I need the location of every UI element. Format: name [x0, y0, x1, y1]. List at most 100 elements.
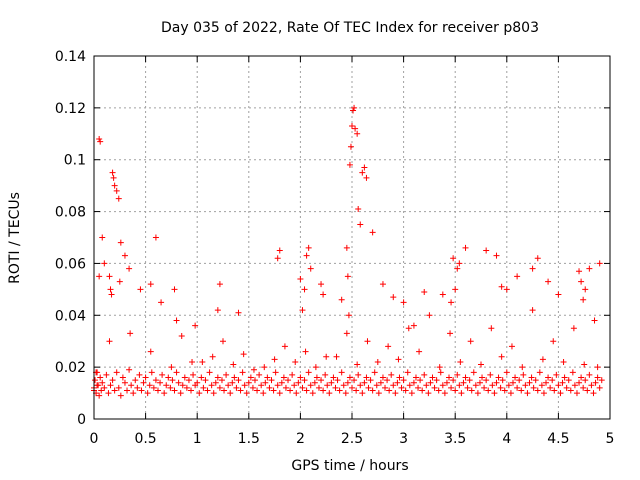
data-point — [311, 379, 318, 386]
x-tick-label: 2.5 — [341, 431, 363, 447]
data-point — [584, 387, 591, 394]
data-point — [388, 371, 395, 378]
data-point — [395, 356, 402, 363]
data-point — [375, 390, 382, 397]
data-point — [405, 325, 412, 332]
data-point — [309, 390, 316, 397]
data-point — [532, 377, 539, 384]
data-point — [363, 374, 370, 381]
data-point — [216, 384, 223, 391]
data-point — [109, 169, 116, 176]
data-point — [178, 333, 185, 340]
data-point — [377, 379, 384, 386]
data-point — [289, 371, 296, 378]
data-point — [416, 348, 423, 355]
data-point — [479, 374, 486, 381]
data-point — [115, 384, 122, 391]
data-point — [165, 374, 172, 381]
data-point — [460, 379, 467, 386]
data-point — [258, 382, 265, 389]
data-point — [439, 382, 446, 389]
data-point — [225, 382, 232, 389]
data-point — [274, 255, 281, 262]
y-tick-label: 0.06 — [55, 256, 86, 272]
data-point — [116, 278, 123, 285]
data-point — [353, 387, 360, 394]
chart-title: Day 035 of 2022, Rate Of TEC Index for r… — [161, 20, 539, 36]
data-point — [128, 382, 135, 389]
data-point — [385, 343, 392, 350]
data-point — [239, 369, 246, 376]
data-point — [152, 234, 159, 241]
data-point — [326, 390, 333, 397]
data-point — [462, 244, 469, 251]
x-tick-label: 1 — [193, 431, 202, 447]
data-point — [551, 387, 558, 394]
data-point — [220, 338, 226, 345]
data-point — [485, 387, 492, 394]
data-point — [301, 377, 308, 384]
data-point — [343, 244, 350, 251]
data-point — [586, 371, 593, 378]
data-point — [262, 379, 269, 386]
x-tick-label: 5 — [606, 431, 615, 447]
x-tick-label: 0 — [90, 431, 99, 447]
data-point — [524, 390, 531, 397]
data-point — [351, 104, 358, 111]
data-point — [216, 281, 223, 288]
data-point — [285, 377, 292, 384]
data-point — [497, 384, 504, 391]
data-point — [251, 377, 258, 384]
data-point — [345, 312, 352, 319]
data-point — [130, 390, 137, 397]
data-point — [198, 374, 205, 381]
y-tick-label: 0.08 — [55, 205, 86, 221]
data-point — [565, 377, 572, 384]
data-point — [281, 343, 288, 350]
data-point — [363, 174, 370, 181]
y-tick-label: 0.14 — [55, 49, 86, 65]
data-point — [408, 390, 415, 397]
data-point — [580, 296, 587, 303]
data-point — [586, 265, 593, 272]
data-point — [439, 291, 446, 298]
data-point — [534, 255, 541, 262]
data-point — [113, 187, 120, 194]
data-point — [338, 296, 345, 303]
data-point — [576, 379, 583, 386]
data-point — [540, 390, 547, 397]
data-point — [591, 317, 598, 324]
data-point — [357, 221, 364, 228]
data-point — [596, 384, 603, 391]
data-point — [214, 307, 221, 314]
data-point — [364, 338, 371, 345]
data-point — [594, 364, 601, 371]
data-point — [452, 286, 459, 293]
data-point — [270, 387, 277, 394]
data-point — [194, 379, 201, 386]
data-point — [571, 382, 578, 389]
data-point — [301, 286, 308, 293]
data-point — [158, 299, 165, 306]
data-point — [467, 338, 474, 345]
data-point — [402, 387, 409, 394]
data-point — [545, 278, 552, 285]
data-point — [547, 384, 554, 391]
data-point — [588, 382, 595, 389]
data-point — [206, 369, 213, 376]
data-point — [382, 384, 389, 391]
data-point — [437, 369, 444, 376]
data-point — [526, 379, 533, 386]
data-point — [147, 281, 154, 288]
data-point — [410, 379, 417, 386]
data-point — [328, 379, 335, 386]
data-point — [425, 390, 432, 397]
data-point — [354, 361, 361, 368]
data-point — [406, 382, 413, 389]
data-point — [214, 374, 221, 381]
data-point — [447, 330, 454, 337]
data-point — [137, 286, 144, 293]
x-axis-label: GPS time / hours — [291, 458, 408, 474]
data-point — [495, 374, 502, 381]
data-point — [103, 371, 110, 378]
